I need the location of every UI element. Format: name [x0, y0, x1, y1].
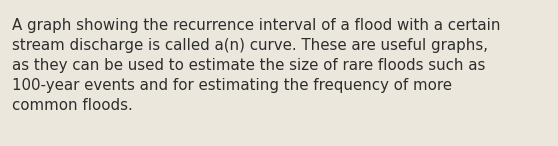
Text: A graph showing the recurrence interval of a flood with a certain
stream dischar: A graph showing the recurrence interval …	[12, 18, 501, 113]
